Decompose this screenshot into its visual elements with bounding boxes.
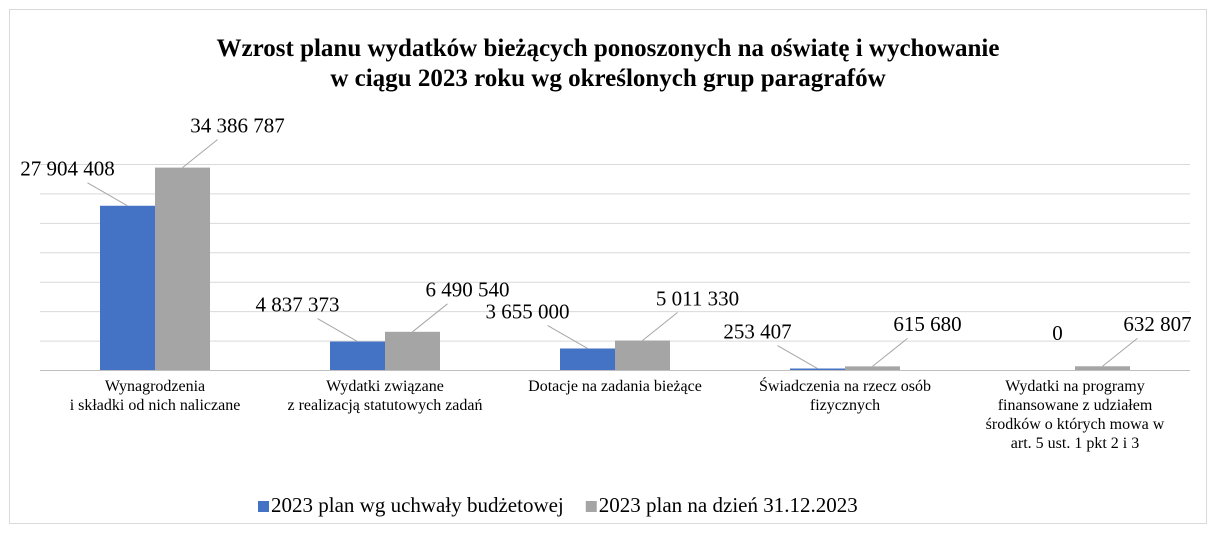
data-label: 253 407 xyxy=(723,319,791,343)
chart-title: Wzrost planu wydatków bieżących ponoszon… xyxy=(217,35,1000,92)
bar xyxy=(845,366,900,370)
data-label: 34 386 787 xyxy=(190,113,285,137)
legend-label: 2023 plan wg uchwały budżetowej xyxy=(271,493,564,517)
x-tick-label: Świadczenia na rzecz osób fizycznych xyxy=(759,376,931,414)
x-tick-label: Wydatki na programy finansowane z udziałe… xyxy=(986,378,1165,452)
data-label: 6 490 540 xyxy=(426,278,510,302)
legend-label: 2023 plan na dzień 31.12.2023 xyxy=(599,493,858,517)
data-label: 632 807 xyxy=(1123,312,1191,336)
x-tick-label: Wydatki związane z realizacją statutowych… xyxy=(288,378,483,414)
x-tick-label: Wynagrodzenia i składki od nich naliczane xyxy=(70,378,241,414)
x-tick-label: Dotacje na zadania bieżące xyxy=(528,378,702,395)
data-label: 0 xyxy=(1052,321,1063,345)
data-label: 4 837 373 xyxy=(256,292,340,316)
leader-line xyxy=(777,345,818,369)
data-label: 615 680 xyxy=(893,312,961,336)
bar xyxy=(1075,366,1130,370)
bar xyxy=(100,205,155,370)
bar xyxy=(385,331,440,370)
leader-line xyxy=(1102,337,1138,367)
bar xyxy=(790,368,845,370)
data-label: 27 904 408 xyxy=(20,157,115,181)
legend-swatch xyxy=(258,501,269,512)
data-label: 5 011 330 xyxy=(656,286,739,310)
leader-line xyxy=(872,337,908,367)
data-label: 3 655 000 xyxy=(486,299,570,323)
bar xyxy=(615,340,670,370)
leader-line xyxy=(317,318,358,342)
leader-line xyxy=(547,325,588,349)
leader-line xyxy=(412,303,448,333)
bar xyxy=(155,167,210,370)
bar xyxy=(560,348,615,370)
leader-line xyxy=(182,139,218,168)
leader-line xyxy=(642,312,678,341)
bar xyxy=(330,341,385,370)
legend-swatch xyxy=(585,501,597,512)
leader-line xyxy=(87,182,128,207)
